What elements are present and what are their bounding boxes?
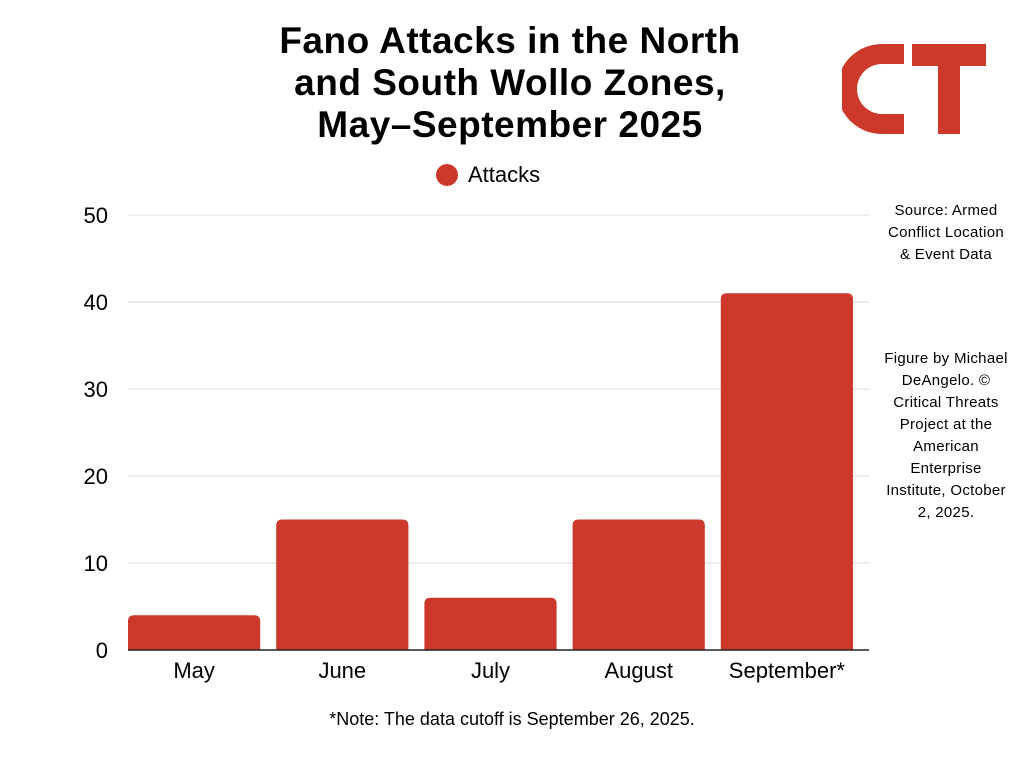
x-tick-label: August	[604, 658, 673, 683]
x-tick-label: May	[173, 658, 215, 683]
bar-september	[720, 293, 853, 650]
bar-may	[128, 615, 261, 650]
chart-title: Fano Attacks in the North and South Woll…	[180, 20, 840, 146]
y-tick-label: 50	[84, 203, 108, 228]
title-line-3: May–September 2025	[317, 104, 703, 145]
title-line-2: and South Wollo Zones,	[294, 62, 726, 103]
bar-june	[276, 519, 409, 650]
bar-july	[424, 597, 557, 650]
x-tick-label: September*	[729, 658, 846, 683]
source-note: Source: Armed Conflict Location & Event …	[888, 202, 1004, 263]
x-axis-tick-labels: May June July August September*	[173, 658, 845, 683]
title-line-1: Fano Attacks in the North	[279, 20, 741, 61]
bar-august	[572, 519, 705, 650]
ct-logo	[842, 44, 986, 134]
legend-swatch	[436, 164, 458, 186]
y-tick-label: 0	[96, 638, 108, 663]
chart-legend: Attacks	[436, 162, 540, 188]
bars	[128, 293, 869, 651]
data-cutoff-footnote: *Note: The data cutoff is September 26, …	[329, 709, 695, 729]
side-notes: Source: Armed Conflict Location & Event …	[882, 200, 1010, 524]
x-tick-label: July	[471, 658, 510, 683]
y-tick-label: 10	[84, 551, 108, 576]
ct-logo-t-shape	[912, 44, 986, 134]
y-tick-label: 40	[84, 290, 108, 315]
credit-note: Figure by Michael DeAngelo. © Critical T…	[884, 350, 1008, 521]
ct-logo-c-shape	[842, 44, 904, 134]
x-tick-label: June	[318, 658, 366, 683]
y-tick-label: 30	[84, 377, 108, 402]
y-axis-tick-labels: 0 10 20 30 40 50	[84, 203, 108, 663]
legend-label: Attacks	[468, 162, 541, 187]
y-tick-label: 20	[84, 464, 108, 489]
